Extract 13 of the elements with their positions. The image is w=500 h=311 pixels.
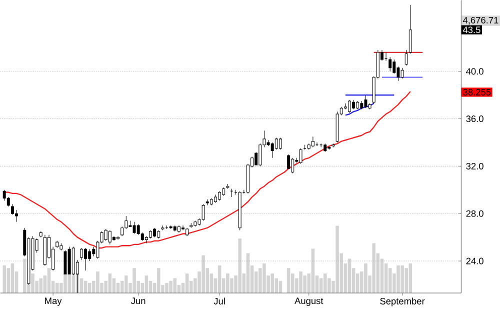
x-tick-label: Jul <box>214 298 225 305</box>
y-tick-label: 32.0 <box>466 163 484 170</box>
x-tick-label: September <box>380 298 425 306</box>
y-tick-label: 40.0 <box>466 68 484 75</box>
y-tick-label: 36.0 <box>466 116 484 122</box>
x-tick-label: May <box>45 298 62 306</box>
x-tick-label: August <box>294 298 324 306</box>
y-tick-label: 24.0 <box>466 258 484 264</box>
text: 43.5 <box>462 26 480 34</box>
x-tick-label: Jun <box>131 298 146 304</box>
y-tick-label: 28.0 <box>466 210 484 218</box>
text: 38.255 <box>463 89 491 96</box>
text: 4,676.71 <box>462 17 498 25</box>
